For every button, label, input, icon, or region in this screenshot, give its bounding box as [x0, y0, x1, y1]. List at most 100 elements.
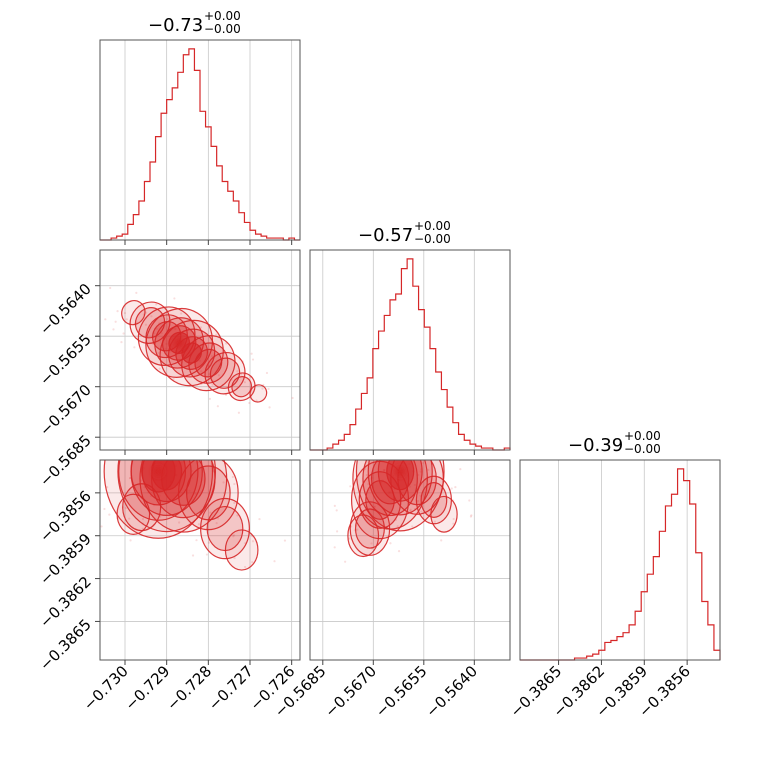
sample-point: [158, 494, 161, 497]
sample-point: [382, 469, 386, 472]
sample-point: [211, 383, 214, 386]
sample-point: [370, 547, 374, 550]
x-tick-label: −0.5655: [372, 662, 431, 721]
sample-point: [395, 483, 399, 486]
sample-point: [233, 482, 236, 486]
sample-point: [373, 502, 376, 505]
sample-point: [129, 539, 132, 542]
sample-point: [451, 499, 455, 502]
sample-point: [210, 379, 213, 382]
sample-point: [223, 492, 226, 495]
sample-point: [173, 327, 176, 331]
sample-point: [186, 501, 189, 504]
contour-level: [209, 357, 241, 389]
sample-point: [135, 291, 138, 294]
sample-point: [218, 353, 221, 356]
sample-point: [250, 352, 253, 355]
sample-point: [191, 554, 195, 557]
x-tick-label: −0.730: [80, 662, 132, 714]
x-tick-label: −0.727: [205, 662, 257, 714]
sample-point: [157, 351, 160, 355]
sample-point: [240, 373, 243, 376]
sample-point: [182, 320, 185, 323]
panel-2-0: −0.730−0.729−0.728−0.727−0.726−0.3865−0.…: [36, 446, 301, 714]
sample-point: [197, 523, 201, 526]
sample-point: [217, 374, 220, 377]
sample-point: [398, 478, 401, 482]
sample-point: [178, 521, 181, 524]
contour-level: [116, 493, 151, 535]
sample-point: [141, 522, 144, 525]
sample-point: [159, 506, 162, 509]
sample-point: [371, 476, 374, 480]
sample-point: [413, 453, 415, 455]
sample-point: [215, 522, 218, 525]
sample-point: [216, 405, 219, 408]
sample-point: [128, 517, 131, 520]
panel-title-plus-1: +0.00: [414, 219, 451, 233]
density-peak: [174, 337, 185, 348]
sample-point: [232, 534, 236, 537]
sample-point: [452, 522, 455, 525]
sample-point: [420, 468, 423, 471]
y-tick-label: −0.5640: [36, 280, 95, 339]
sample-point: [393, 487, 396, 491]
sample-point: [221, 383, 225, 387]
sample-point: [371, 509, 374, 512]
panel-title-minus-1: −0.00: [414, 232, 451, 246]
sample-point: [195, 539, 198, 542]
sample-point: [348, 537, 351, 540]
sample-point: [265, 371, 269, 375]
sample-point: [396, 525, 399, 528]
sample-point: [173, 297, 176, 300]
sample-point: [168, 485, 172, 488]
x-tick-label: −0.729: [122, 662, 174, 714]
sample-point: [152, 463, 155, 466]
sample-point: [183, 341, 186, 345]
x-tick-label: −0.728: [163, 662, 215, 714]
sample-point: [411, 470, 415, 473]
sample-point: [425, 479, 429, 482]
sample-point: [255, 399, 258, 402]
sample-point: [233, 556, 236, 560]
sample-point: [385, 536, 389, 539]
sample-point: [402, 451, 404, 453]
panel-frame: [99, 249, 301, 451]
sample-point: [212, 487, 216, 490]
sample-point: [194, 492, 197, 495]
sample-point: [243, 381, 246, 384]
sample-point: [159, 515, 162, 518]
sample-point: [414, 507, 417, 511]
sample-point: [153, 332, 156, 335]
panel-frame: [99, 39, 301, 241]
sample-point: [267, 387, 270, 391]
sample-point: [379, 481, 383, 485]
sample-point: [394, 518, 398, 521]
sample-point: [428, 497, 431, 500]
sample-point: [160, 341, 163, 344]
sample-point: [433, 520, 437, 523]
sample-point: [291, 396, 294, 400]
sample-point: [333, 546, 336, 549]
sample-point: [134, 446, 136, 448]
sample-point: [200, 382, 203, 386]
sample-point: [186, 492, 189, 495]
sample-point: [189, 352, 192, 355]
sample-point: [349, 485, 352, 488]
sample-point: [211, 380, 214, 383]
sample-point: [133, 346, 136, 349]
contour-level: [365, 480, 395, 520]
sample-point: [209, 511, 212, 514]
sample-point: [207, 541, 210, 544]
sample-point: [157, 499, 160, 502]
sample-point: [250, 390, 253, 393]
sample-point: [387, 491, 391, 494]
sample-point: [353, 529, 356, 532]
sample-point: [365, 506, 368, 509]
sample-point: [249, 395, 253, 398]
sample-point: [469, 515, 473, 518]
sample-point: [352, 484, 355, 487]
sample-point: [147, 491, 150, 494]
panel-frame: [309, 459, 511, 661]
sample-point: [344, 560, 347, 563]
